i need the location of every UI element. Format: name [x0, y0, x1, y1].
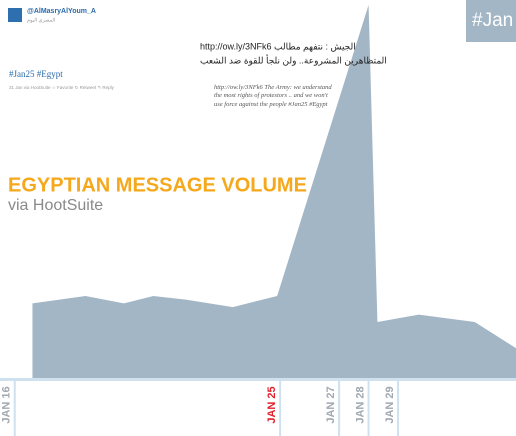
chart-subtitle: via HootSuite — [8, 197, 103, 214]
annotation-box: http://ow.ly/3NFk6 The Army: we understa… — [214, 84, 334, 130]
x-tick-label: JAN 27 — [325, 386, 337, 423]
tweet-line: الجيش : نتفهم مطالب http://ow.ly/3NFk6 — [200, 41, 356, 52]
x-tick-label: JAN 28 — [354, 386, 366, 423]
x-tick-label: JAN 29 — [384, 386, 396, 423]
tweet-user-sub: المصري اليوم — [27, 17, 55, 23]
corner-tag: #Jan — [472, 10, 513, 31]
annotation: http://ow.ly/3NFk6 The Army: we understa… — [214, 84, 334, 109]
avatar — [8, 8, 22, 22]
tweet-meta: 31 Jan via HootSuite ☆ Favorite ↻ Retwee… — [9, 85, 115, 90]
chart-title: EGYPTIAN MESSAGE VOLUME — [8, 174, 307, 196]
chart: JAN 16 JAN 25 JAN 27 JAN 28 JAN 29 #Jan @AlM… — [0, 0, 516, 436]
tweet-user: @AlMasryAlYoum_A — [27, 8, 96, 15]
tweet-line: المتظاهرين المشروعة.. ولن نلجأ للقوة ضد … — [200, 53, 387, 66]
x-tick-label: JAN 16 — [1, 386, 13, 423]
x-tick-label: JAN 25 — [266, 386, 278, 423]
tweet-line: #Jan25 #Egypt — [9, 69, 63, 79]
axis-band — [0, 378, 516, 381]
